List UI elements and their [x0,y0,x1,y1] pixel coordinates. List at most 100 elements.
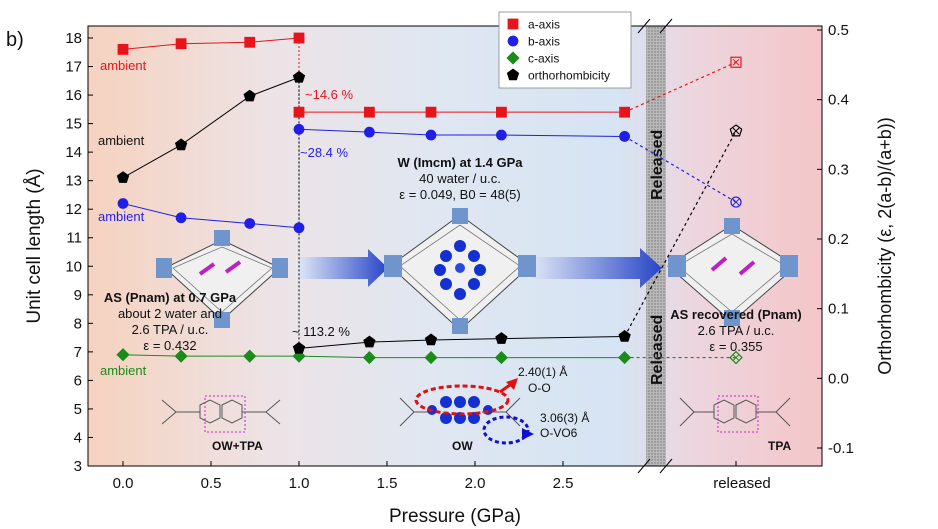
recovered-phase-line1: 2.6 TPA / u.c. [698,323,775,338]
y2-tick-label: 0.0 [828,370,849,387]
x-tick-label: 1.0 [289,475,310,492]
x-axis-ticks: 0.0 0.5 1.0 1.5 2.0 2.5 [113,461,737,492]
y-tick-label: 9 [74,287,82,304]
c-axis-marker [494,351,508,365]
a-axis-released-marker [730,56,742,68]
c-axis-marker [618,351,632,365]
b-axis-marker [363,126,375,138]
orthorhombicity-line-segment [122,76,300,179]
b-axis-marker [293,123,305,135]
as-phase-title: AS (Pnam) at 0.7 GPa [104,290,237,305]
orthorhombicity-release-connector [624,130,737,337]
x-tick-label: 1.5 [377,475,398,492]
as-phase-line2: 2.6 TPA / u.c. [132,322,209,337]
c-axis-marker [243,349,257,363]
a-axis-marker [363,106,375,118]
dist-oo-value: 2.40(1) Å [518,364,567,379]
x-tick-label: 0.5 [201,475,222,492]
a-axis-marker [619,106,630,118]
y-tick-label: 6 [74,372,82,389]
water-cluster-middle [427,396,493,424]
c-axis-marker [362,351,376,365]
y-tick-label: 14 [65,144,82,161]
y2-tick-label: 0.2 [828,231,849,248]
framework-structure-w [384,208,536,334]
b-axis-released-marker-cross [732,198,740,206]
legend-label: c-axis [528,52,559,66]
ambient-label-ortho: ambient [98,133,145,148]
struct-label-left: OW+TPA [212,439,263,453]
orthorhombicity-marker [618,330,631,342]
legend-marker [506,51,520,65]
b-axis-line-segment [122,203,300,229]
legend-marker [506,68,520,81]
oo-distance-highlight [414,384,510,416]
ovo6-distance-arrowhead [522,428,534,440]
orthorhombicity-marker [292,70,306,83]
pct-change-a: ~14.6 % [305,87,354,102]
legend: a-axis b-axis c-axis orthorhombicity [498,11,632,89]
b-axis-marker [293,222,305,234]
x-tick-label: 2.0 [465,475,486,492]
a-axis-line-segment [122,37,300,50]
ambient-label-a: ambient [100,58,147,73]
b-axis-marker [425,129,437,141]
a-axis-marker [293,32,305,44]
pct-change-b: ~28.4 % [300,145,349,160]
y-tick-label: 8 [74,315,82,332]
legend-marker [507,35,519,47]
y2-tick-label: 0.4 [828,92,849,109]
oo-distance-arrowhead [506,378,518,390]
orthorhombicity-marker [243,89,256,102]
orthorhombicity-marker [292,341,306,354]
c-axis-released-marker [729,350,743,365]
ambient-label-b: ambient [98,209,145,224]
b-axis-released-marker [730,196,742,208]
y-tick-label: 18 [65,30,82,47]
y-tick-label: 3 [74,458,82,475]
legend-box [498,11,632,89]
y-tick-label: 10 [65,258,82,275]
y-tick-label: 13 [65,173,82,190]
y-tick-label: 16 [65,87,82,104]
y-axis-title: Unit cell length (Å) [24,168,45,323]
recovered-phase-title: AS recovered (Pnam) [670,307,802,322]
y-tick-label: 15 [65,116,82,133]
a-axis-marker [425,106,437,118]
transition-connectors [298,38,737,359]
pct-change-ortho: ~ 113.2 % [292,324,350,339]
orthorhombicity-marker [363,335,376,348]
y2-tick-label: 0.1 [828,301,849,318]
panel-label: b) [6,29,24,51]
a-axis-released-marker-cross [732,58,740,66]
b-axis-marker [117,198,129,209]
a-axis-marker [244,36,256,48]
y-tick-label: 7 [74,344,82,361]
orthorhombicity-marker [174,138,188,151]
w-phase-title: W (Imcm) at 1.4 GPa [398,155,524,170]
y2-axis-title: Orthorhombicity (ε, 2(a-b)/(a+b)) [875,117,895,375]
y-tick-label: 12 [65,201,82,218]
y2-tick-label: 0.3 [828,161,849,178]
recovered-phase-line2: ε = 0.355 [709,339,762,354]
plot-frame [87,25,823,467]
ovo6-distance-highlight [482,415,530,445]
dist-ovo6-value: 3.06(3) Å [540,410,589,425]
a-axis-marker [117,44,129,55]
x-tick-label: 0.0 [113,475,134,492]
y-axis-ticks: 3 4 5 6 7 8 9 10 11 12 13 14 15 16 17 18 [65,30,93,475]
a-axis-marker [175,38,187,50]
released-label-top: Released [649,130,666,200]
ambient-label-c: ambient [100,363,147,378]
axis-break-bottom [637,458,673,474]
dist-ovo6-label: O-VO6 [540,426,578,440]
as-phase-line3: ε = 0.432 [143,338,196,353]
b-axis-marker [175,212,187,224]
y-tick-label: 5 [74,401,82,418]
as-phase-line1: about 2 water and [118,306,222,321]
y-tick-label: 11 [66,230,82,247]
y-tick-label: 4 [74,429,82,446]
c-axis-marker [174,349,188,363]
x-axis-title: Pressure (GPa) [389,506,521,527]
